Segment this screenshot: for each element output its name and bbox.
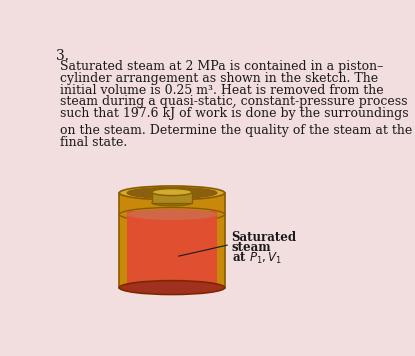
Text: Saturated steam at 2 MPa is contained in a piston–: Saturated steam at 2 MPa is contained in…	[60, 60, 383, 73]
Ellipse shape	[127, 209, 217, 220]
Text: such that 197.6 kJ of work is done by the surroundings: such that 197.6 kJ of work is done by th…	[60, 108, 408, 120]
Ellipse shape	[152, 200, 192, 206]
Ellipse shape	[127, 282, 217, 293]
Text: Saturated: Saturated	[232, 231, 297, 244]
Text: at $\it{P}_1, \it{V}_1$: at $\it{P}_1, \it{V}_1$	[232, 251, 282, 267]
Ellipse shape	[127, 187, 217, 198]
Text: on the steam. Determine the quality of the steam at the: on the steam. Determine the quality of t…	[60, 124, 412, 137]
Text: steam during a quasi-static, constant-pressure process: steam during a quasi-static, constant-pr…	[60, 95, 407, 109]
Ellipse shape	[119, 281, 225, 294]
Text: initial volume is 0.25 m³. Heat is removed from the: initial volume is 0.25 m³. Heat is remov…	[60, 84, 383, 96]
Ellipse shape	[119, 208, 225, 221]
Bar	[127, 211, 217, 288]
Text: steam: steam	[232, 241, 271, 255]
Text: 3.: 3.	[56, 49, 69, 63]
Text: cylinder arrangement as shown in the sketch. The: cylinder arrangement as shown in the ske…	[60, 72, 378, 85]
Text: final state.: final state.	[60, 136, 127, 149]
Bar	[152, 192, 192, 203]
Ellipse shape	[119, 186, 225, 200]
Bar	[119, 193, 225, 288]
Ellipse shape	[152, 189, 192, 195]
